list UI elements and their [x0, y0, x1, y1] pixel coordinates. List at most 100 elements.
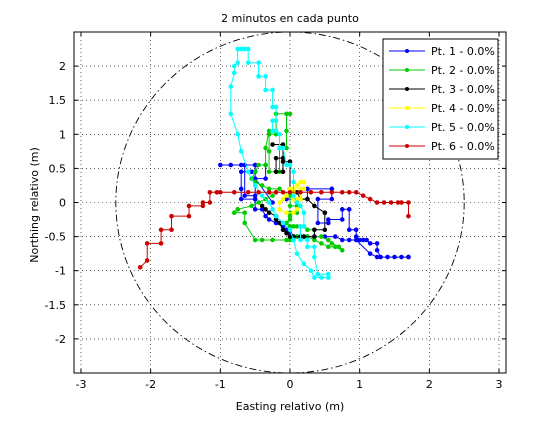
data-point: [319, 189, 324, 195]
data-point: [315, 220, 321, 226]
data-point: [294, 251, 300, 256]
data-point: [137, 264, 143, 270]
reference-circle: [115, 32, 465, 373]
legend: Pt. 1 - 0.0% Pt. 2 - 0.0% Pt. 3 - 0.0% Pt. …: [382, 38, 499, 160]
data-point: [242, 46, 248, 52]
data-point: [158, 241, 164, 246]
data-point: [273, 169, 279, 175]
data-point: [270, 87, 275, 93]
legend-swatch-marker: [405, 68, 409, 72]
data-point: [319, 234, 324, 239]
data-point: [245, 189, 251, 195]
data-point: [266, 200, 272, 205]
data-point: [242, 220, 248, 226]
y-tick-label: -2: [55, 333, 66, 346]
data-point: [339, 217, 345, 222]
data-point: [186, 213, 192, 219]
data-point: [263, 87, 268, 93]
data-point: [326, 244, 331, 250]
data-point: [353, 189, 359, 195]
data-point: [315, 196, 321, 202]
data-point: [312, 227, 317, 233]
data-point: [270, 207, 275, 212]
y-tick-label: -1: [55, 265, 66, 278]
data-point: [294, 183, 300, 188]
data-point: [280, 169, 286, 175]
data-point: [218, 189, 223, 195]
data-point: [346, 189, 352, 195]
data-point: [266, 217, 272, 222]
legend-label: Pt. 6 - 0.0%: [431, 140, 495, 153]
y-axis-label: Northing relativo (m): [28, 147, 41, 263]
data-point: [284, 128, 289, 134]
data-point: [273, 213, 279, 219]
data-point: [308, 268, 314, 274]
data-point: [298, 203, 303, 209]
data-point: [228, 111, 234, 117]
data-point: [169, 227, 174, 233]
data-point: [339, 237, 345, 243]
data-point: [252, 169, 258, 175]
data-point: [256, 74, 261, 79]
data-point: [374, 241, 380, 246]
data-point: [312, 254, 317, 260]
data-point: [266, 210, 272, 216]
data-point: [228, 84, 234, 89]
data-point: [301, 210, 307, 216]
data-point: [256, 60, 261, 65]
data-point: [280, 227, 286, 233]
data-point: [364, 237, 369, 243]
data-point: [301, 261, 307, 267]
data-point: [301, 186, 307, 192]
data-point: [263, 176, 268, 181]
data-point: [277, 186, 282, 192]
data-point: [287, 234, 293, 239]
data-point: [339, 189, 345, 195]
data-point: [298, 196, 303, 202]
data-point: [284, 237, 289, 243]
x-tick-label: -2: [145, 378, 156, 391]
data-point: [256, 189, 261, 195]
data-point: [367, 196, 373, 202]
x-tick-label: -3: [75, 378, 86, 391]
data-point: [399, 254, 404, 260]
series-5: [228, 46, 331, 280]
data-point: [259, 237, 265, 243]
data-point: [280, 220, 286, 226]
data-point: [238, 196, 244, 202]
data-point: [273, 128, 279, 134]
legend-label: Pt. 3 - 0.0%: [431, 83, 495, 96]
data-point: [399, 200, 404, 205]
x-tick-label: 2: [426, 378, 433, 391]
data-point: [238, 186, 244, 192]
data-point: [144, 241, 150, 246]
data-point: [280, 159, 286, 164]
data-point: [252, 207, 258, 212]
data-point: [263, 207, 268, 212]
data-point: [322, 227, 328, 233]
data-point: [245, 60, 251, 65]
data-point: [298, 189, 303, 195]
data-point: [252, 183, 258, 188]
x-tick-label: 0: [287, 378, 294, 391]
data-point: [235, 60, 241, 65]
data-point: [231, 189, 237, 195]
data-point: [238, 149, 244, 154]
data-point: [259, 183, 265, 188]
data-point: [339, 207, 345, 212]
data-point: [312, 244, 317, 250]
y-tick-label: 1: [59, 128, 66, 141]
data-point: [326, 275, 331, 280]
data-point: [144, 258, 150, 263]
data-point: [277, 207, 282, 212]
data-point: [207, 200, 213, 205]
legend-label: Pt. 1 - 0.0%: [431, 45, 495, 58]
legend-swatch-marker: [405, 125, 409, 129]
data-point: [280, 196, 286, 202]
data-point: [270, 118, 275, 123]
data-point: [406, 254, 411, 260]
data-point: [287, 189, 293, 195]
data-point: [259, 193, 265, 198]
y-tick-label: 0.5: [49, 162, 67, 175]
data-point: [326, 217, 331, 222]
